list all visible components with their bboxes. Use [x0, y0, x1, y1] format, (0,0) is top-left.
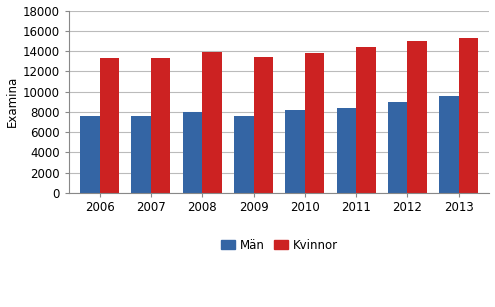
- Bar: [305, 53, 324, 193]
- Bar: [253, 57, 273, 193]
- Y-axis label: Examina: Examina: [5, 76, 18, 127]
- Bar: [337, 108, 356, 193]
- Bar: [439, 96, 459, 193]
- Bar: [356, 47, 376, 193]
- Bar: [99, 58, 119, 193]
- Bar: [183, 112, 202, 193]
- Bar: [388, 102, 407, 193]
- Bar: [80, 116, 99, 193]
- Bar: [459, 38, 478, 193]
- Bar: [202, 52, 222, 193]
- Bar: [285, 110, 305, 193]
- Bar: [151, 58, 170, 193]
- Bar: [132, 116, 151, 193]
- Bar: [234, 116, 253, 193]
- Legend: Män, Kvinnor: Män, Kvinnor: [216, 234, 343, 256]
- Bar: [407, 41, 427, 193]
